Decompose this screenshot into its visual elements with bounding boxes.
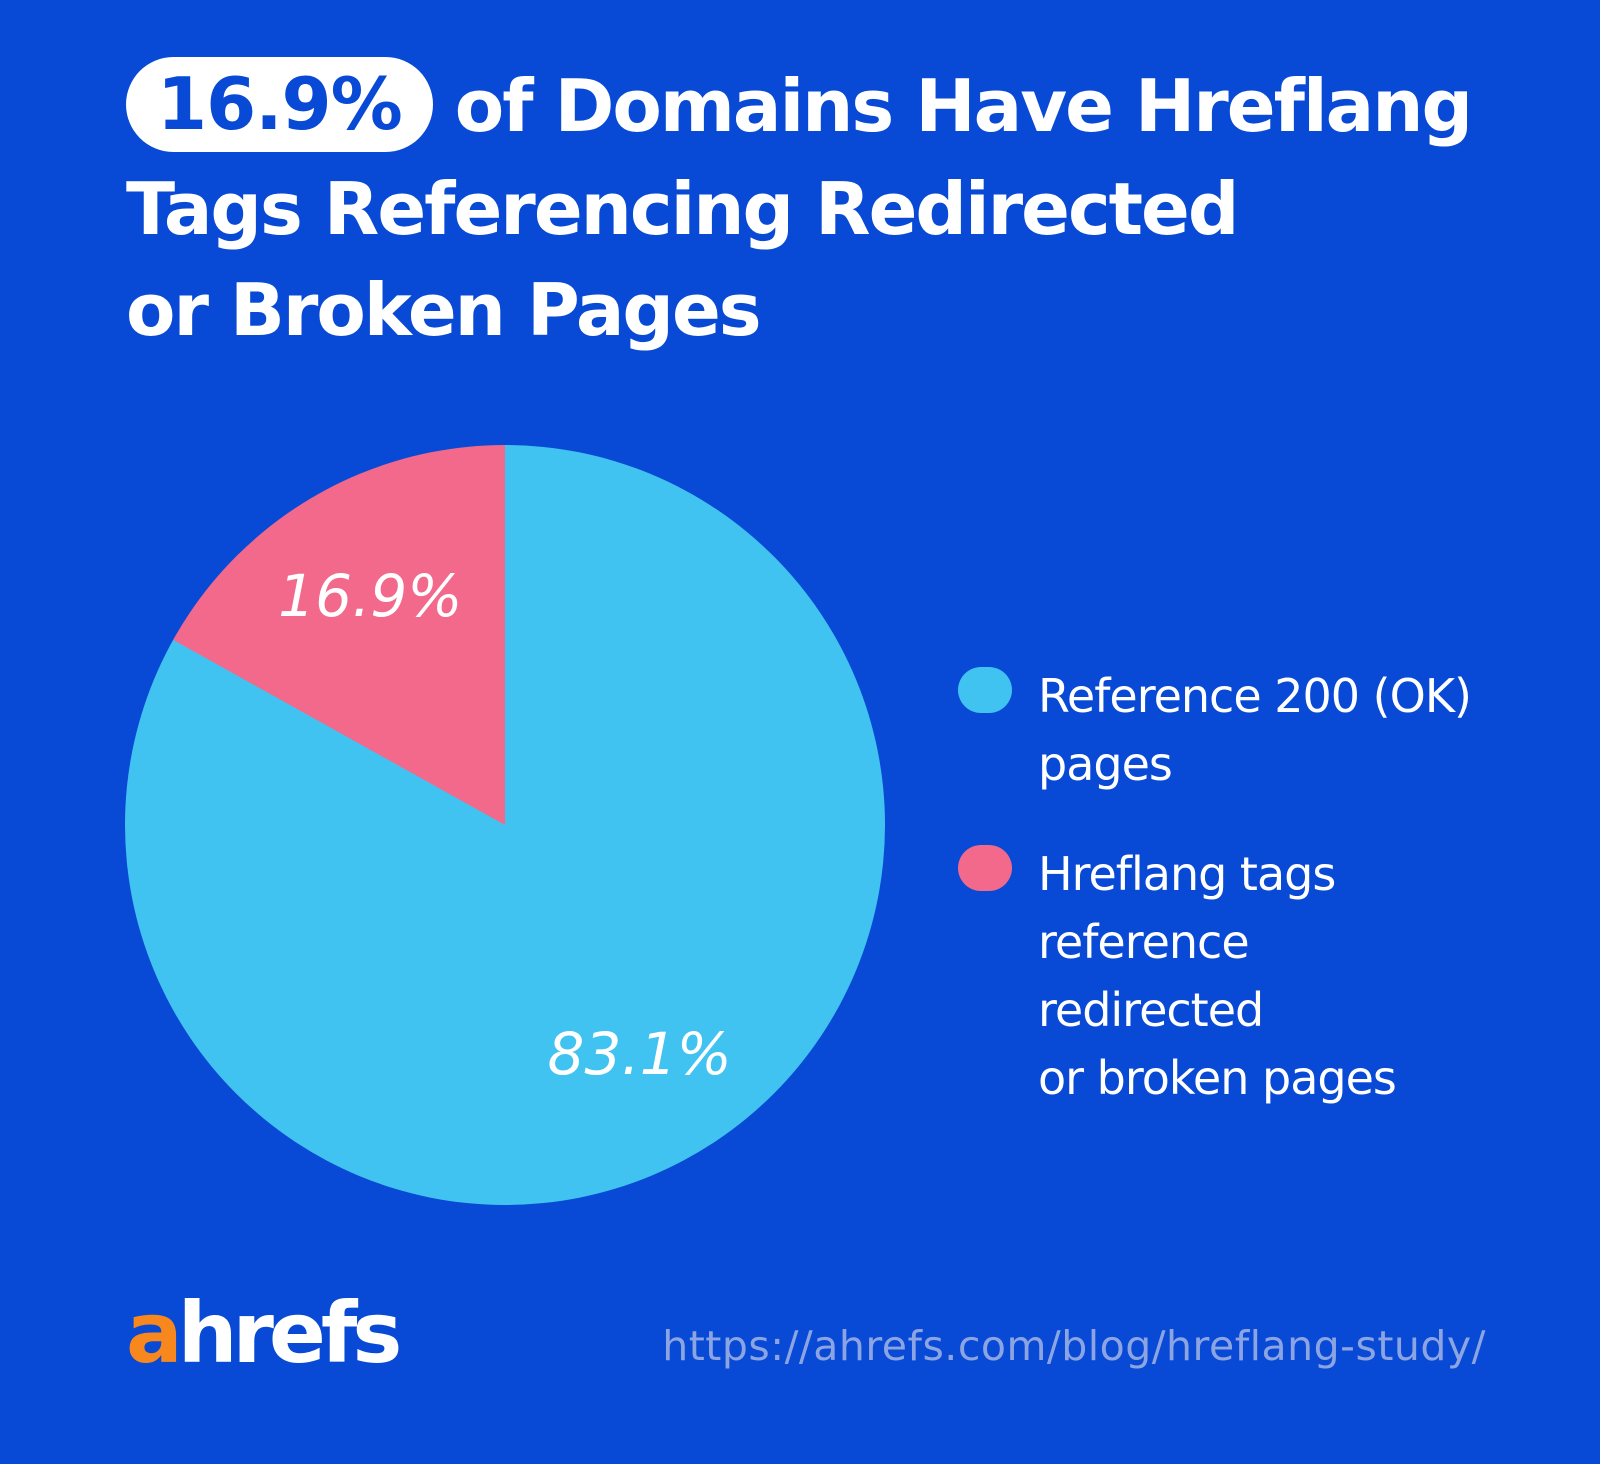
- source-url: https://ahrefs.com/blog/hreflang-study/: [662, 1322, 1486, 1370]
- title-line-1: 16.9% of Domains Have Hreflang: [126, 56, 1566, 159]
- ahrefs-logo: ahrefs: [126, 1288, 402, 1378]
- title-line-2: Tags Referencing Redirected: [126, 166, 1239, 251]
- title-line-3: or Broken Pages: [126, 267, 762, 352]
- legend-label-broken: Hreflang tags reference redirected or br…: [1038, 847, 1397, 1105]
- title-badge-value: 16.9%: [157, 61, 403, 146]
- legend-item-reference-ok: Reference 200 (OK) pages: [958, 662, 1472, 798]
- title-line-1-text: of Domains Have Hreflang: [454, 64, 1473, 148]
- title-badge: 16.9%: [126, 56, 433, 152]
- ahrefs-logo-rest: hrefs: [177, 1284, 403, 1382]
- pie-chart: 83.1% 16.9%: [125, 445, 885, 1205]
- pie-label-reference-ok: 83.1%: [547, 1020, 732, 1089]
- ahrefs-logo-a: a: [126, 1284, 183, 1382]
- legend-swatch-pink-icon: [958, 845, 1012, 891]
- legend-swatch-blue-icon: [958, 667, 1012, 713]
- legend-item-broken: Hreflang tags reference redirected or br…: [958, 840, 1478, 1112]
- pie-label-broken: 16.9%: [278, 561, 463, 630]
- page-title: 16.9% of Domains Have Hreflang Tags Refer…: [126, 56, 1566, 361]
- legend-label-reference-ok: Reference 200 (OK) pages: [1038, 669, 1472, 791]
